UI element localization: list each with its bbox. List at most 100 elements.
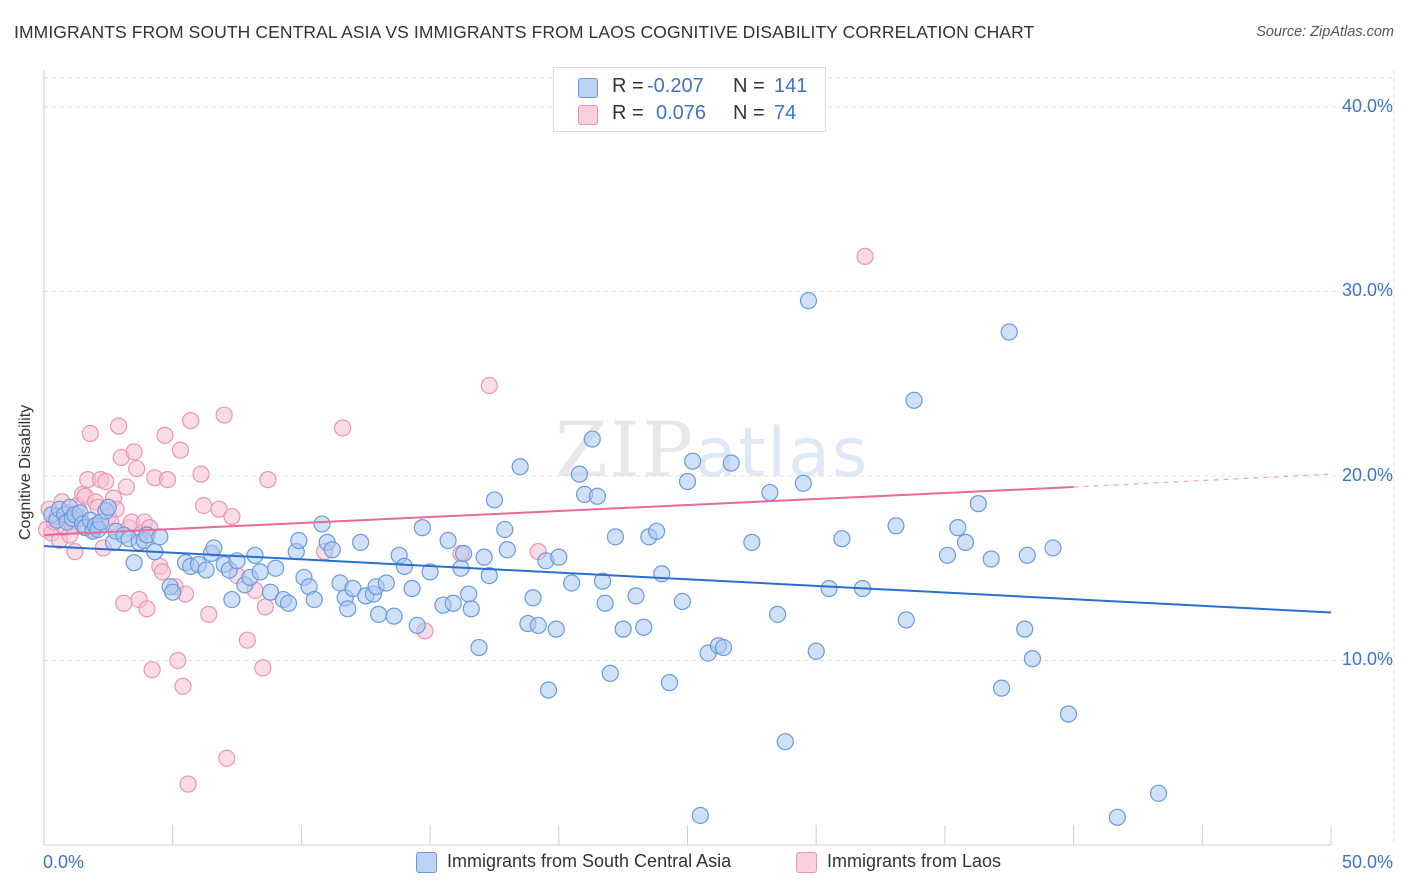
south-central-asia-point bbox=[1016, 620, 1034, 638]
south-central-asia-point bbox=[799, 292, 818, 310]
south-central-asia-point bbox=[714, 638, 733, 657]
south-central-asia-point bbox=[1108, 808, 1126, 826]
south-central-asia-point bbox=[496, 520, 514, 539]
south-central-asia-point bbox=[807, 642, 825, 660]
south-central-asia-point bbox=[949, 519, 967, 537]
south-central-asia-point bbox=[887, 517, 905, 535]
south-central-asia-point bbox=[550, 548, 568, 566]
laos-point bbox=[97, 472, 115, 491]
south-central-asia-point bbox=[305, 590, 323, 609]
south-central-asia-point bbox=[593, 572, 612, 590]
south-central-asia-point bbox=[462, 600, 480, 618]
south-central-asia-point bbox=[125, 554, 143, 572]
south-central-asia-point bbox=[413, 519, 431, 537]
south-central-asia-point bbox=[395, 557, 413, 575]
axes bbox=[43, 70, 1332, 846]
south-central-asia-point bbox=[588, 487, 607, 505]
laos-point bbox=[125, 443, 143, 461]
south-central-asia-point bbox=[408, 616, 426, 635]
laos-point bbox=[138, 600, 156, 618]
laos-point bbox=[223, 507, 241, 526]
y-tick-label: 20.0% bbox=[1341, 464, 1393, 485]
south-central-asia-point bbox=[969, 495, 987, 513]
south-central-asia-point bbox=[251, 563, 269, 581]
south-central-asia-point bbox=[956, 533, 975, 551]
laos-point bbox=[182, 411, 200, 430]
laos-point bbox=[158, 471, 177, 489]
y-tick-label: 30.0% bbox=[1341, 280, 1393, 301]
south-central-asia-point bbox=[1044, 539, 1062, 557]
laos-point bbox=[856, 247, 874, 265]
south-central-asia-point bbox=[267, 559, 285, 577]
south-central-asia-point bbox=[992, 679, 1011, 697]
south-central-asia-point bbox=[99, 498, 117, 516]
south-central-asia-point bbox=[722, 454, 740, 472]
south-central-asia-point bbox=[820, 579, 838, 598]
south-central-asia-point bbox=[635, 618, 653, 636]
south-central-asia-point bbox=[470, 638, 488, 657]
south-central-asia-point bbox=[653, 565, 671, 583]
laos-point bbox=[81, 424, 99, 443]
south-central-asia-point bbox=[691, 806, 709, 825]
south-central-asia-point bbox=[905, 391, 923, 409]
south-central-asia-point bbox=[833, 530, 851, 548]
laos-point bbox=[210, 500, 228, 518]
chart-title: IMMIGRANTS FROM SOUTH CENTRAL ASIA VS IM… bbox=[14, 22, 1035, 42]
laos-point bbox=[153, 563, 172, 581]
south-central-asia-point bbox=[151, 528, 169, 546]
south-central-asia-point bbox=[352, 533, 370, 551]
bottom-legend-swatch-blue bbox=[416, 852, 437, 873]
south-central-asia-point bbox=[606, 528, 625, 546]
south-central-asia-point bbox=[596, 594, 614, 612]
laos-point bbox=[192, 465, 210, 483]
laos-point bbox=[218, 749, 236, 767]
legend-n-value: 74 bbox=[774, 102, 797, 124]
south-central-asia-point bbox=[794, 474, 812, 492]
south-central-asia-point bbox=[570, 465, 588, 483]
south-central-asia-point bbox=[223, 590, 241, 609]
south-central-asia-points bbox=[43, 292, 1168, 826]
laos-point bbox=[169, 651, 187, 670]
laos-point bbox=[66, 543, 84, 561]
laos-point bbox=[115, 594, 133, 612]
trend-line-laos-extension bbox=[1073, 473, 1332, 488]
laos-point bbox=[171, 441, 190, 459]
laos-point bbox=[200, 605, 218, 623]
bottom-legend-swatch-pink bbox=[796, 852, 817, 873]
south-central-asia-point bbox=[563, 574, 581, 592]
south-central-asia-point bbox=[475, 548, 493, 566]
south-central-asia-point bbox=[982, 550, 1000, 568]
trend-line-laos bbox=[43, 486, 1074, 536]
laos-point bbox=[179, 775, 197, 793]
laos-points bbox=[37, 247, 874, 793]
south-central-asia-point bbox=[246, 546, 264, 564]
south-central-asia-point bbox=[485, 491, 504, 509]
watermark-atlas: atlas bbox=[694, 414, 870, 493]
laos-point bbox=[143, 661, 161, 679]
south-central-asia-point bbox=[539, 681, 558, 699]
south-central-asia-point bbox=[648, 522, 666, 540]
south-central-asia-point bbox=[776, 733, 794, 751]
south-central-asia-point bbox=[601, 664, 619, 682]
y-axis-label: Cognitive Disability bbox=[17, 404, 34, 540]
south-central-asia-point bbox=[743, 533, 761, 551]
south-central-asia-point bbox=[480, 566, 498, 585]
south-central-asia-point bbox=[627, 587, 645, 605]
laos-point bbox=[174, 677, 192, 695]
south-central-asia-point bbox=[439, 531, 457, 550]
south-central-asia-point bbox=[1023, 650, 1042, 668]
laos-point bbox=[259, 471, 277, 489]
laos-point bbox=[254, 659, 272, 677]
south-central-asia-point bbox=[344, 579, 362, 598]
south-central-asia-point bbox=[339, 600, 357, 618]
south-central-asia-point bbox=[261, 583, 280, 601]
legend-r-value: -0.207 bbox=[647, 75, 704, 97]
correlation-legend: R = -0.207 N = 141 R = 0.076 N = 74 bbox=[553, 67, 826, 132]
south-central-asia-point bbox=[614, 620, 632, 638]
south-central-asia-point bbox=[444, 594, 462, 612]
source-label: Source: ZipAtlas.com bbox=[1256, 24, 1394, 40]
south-central-asia-point bbox=[897, 611, 915, 629]
laos-point bbox=[110, 417, 128, 435]
south-central-asia-point bbox=[524, 589, 542, 607]
